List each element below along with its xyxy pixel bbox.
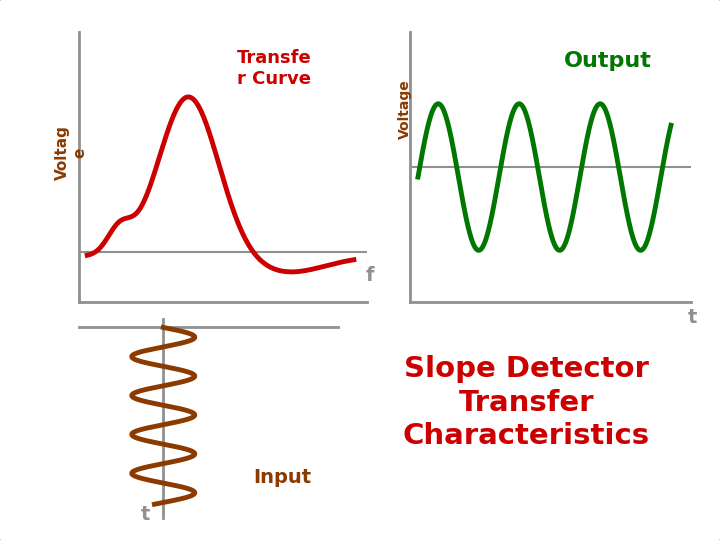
Text: Voltage: Voltage — [398, 80, 413, 139]
Text: Transfe
r Curve: Transfe r Curve — [236, 49, 311, 88]
Text: Voltag
e: Voltag e — [55, 125, 87, 180]
Text: f: f — [366, 266, 374, 286]
Text: Slope Detector
Transfer
Characteristics: Slope Detector Transfer Characteristics — [402, 355, 649, 450]
Text: Output: Output — [564, 51, 652, 71]
Text: Input: Input — [253, 468, 312, 487]
Text: t: t — [141, 505, 150, 524]
Text: t: t — [688, 308, 697, 327]
